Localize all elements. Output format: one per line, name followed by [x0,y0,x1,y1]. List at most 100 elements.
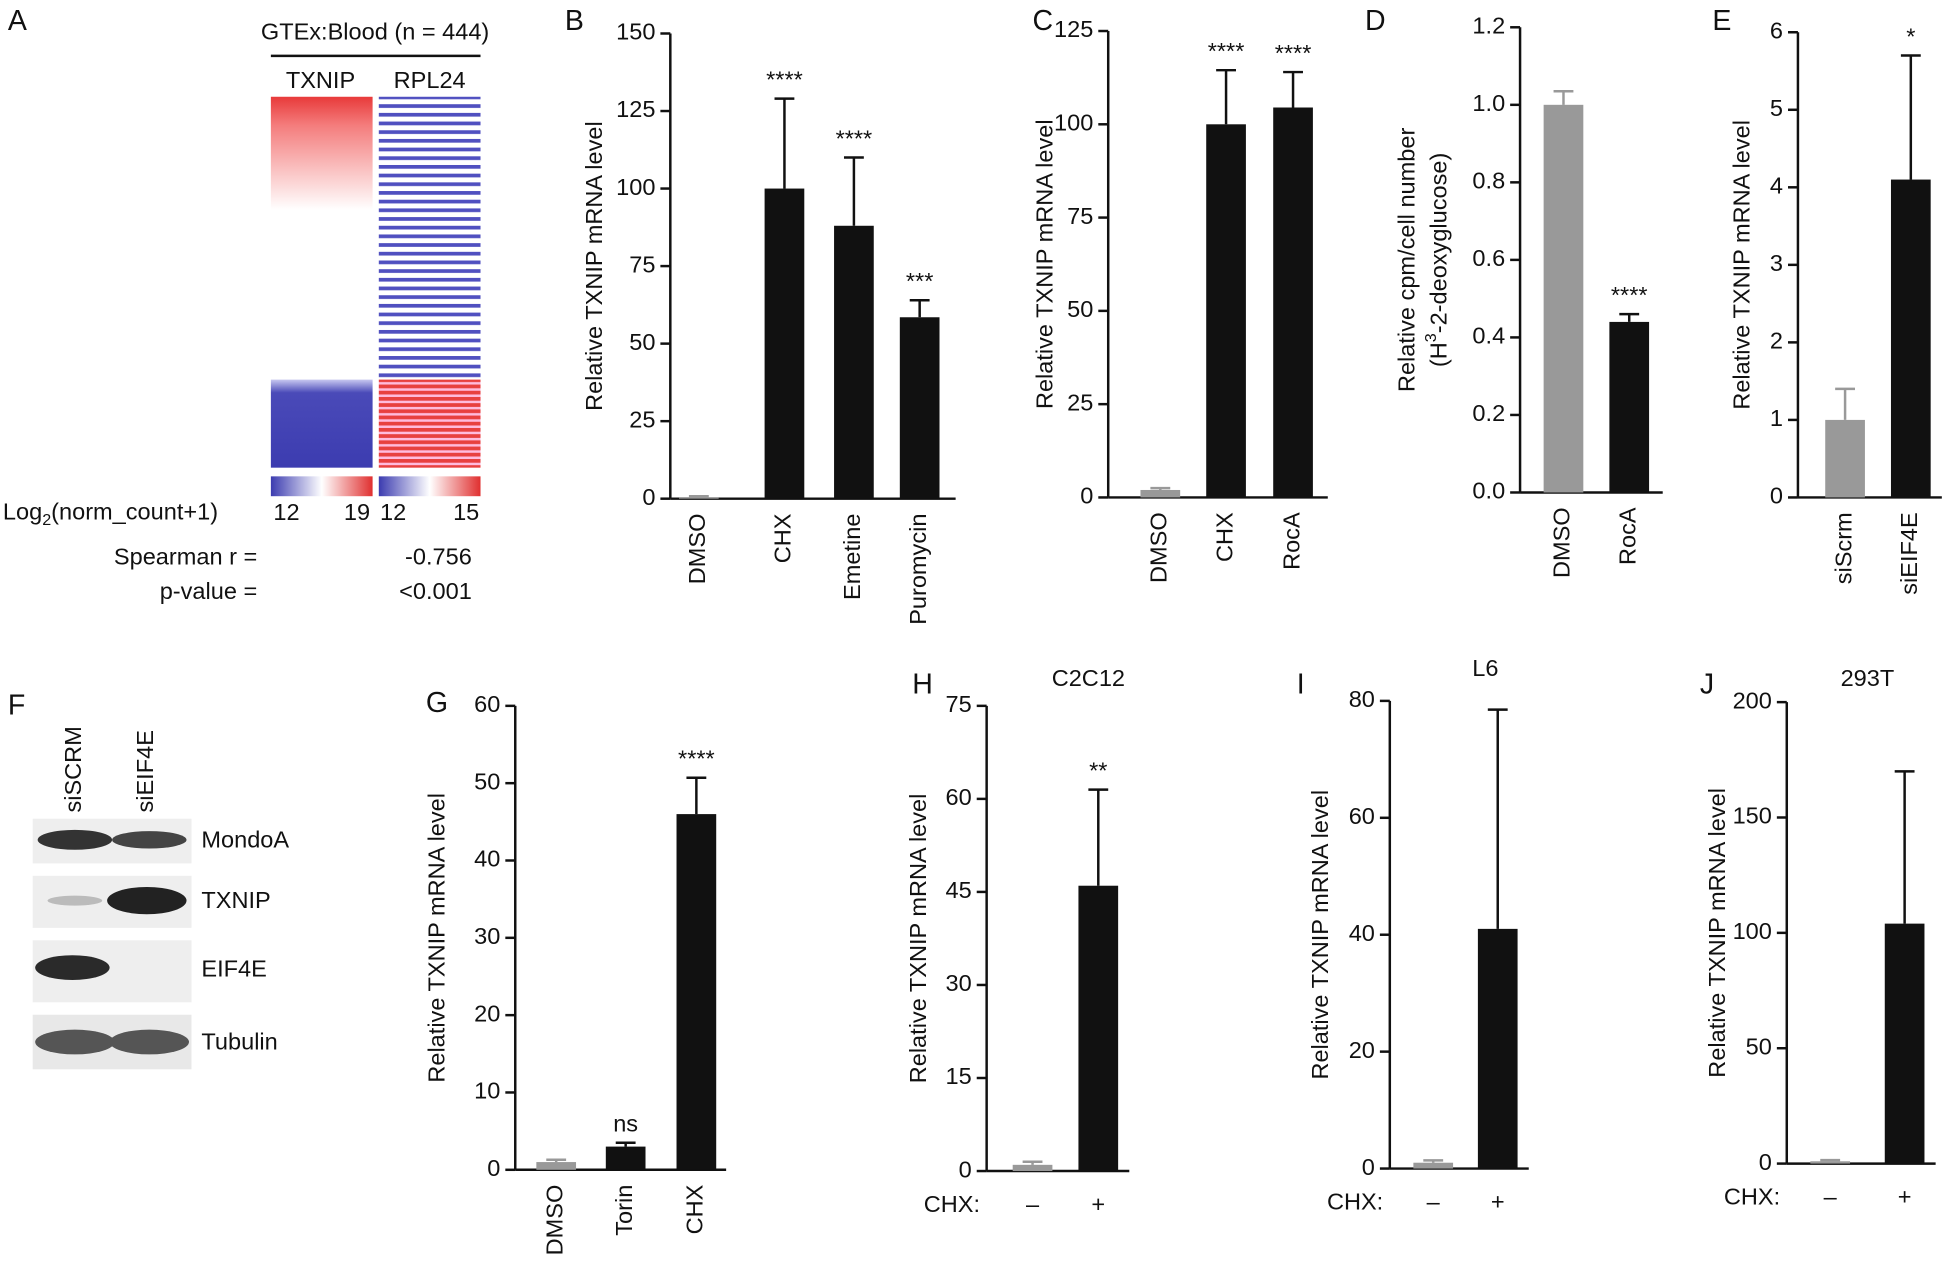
y-tick-label: 150 [616,19,655,45]
error-bar [1894,770,1915,924]
heatmap-column [378,96,481,380]
bar [679,497,719,499]
x-tick-label: DMSO [1146,512,1172,583]
chart-title: L6 [1472,655,1498,681]
y-tick-label: 0 [487,1155,500,1181]
error-bar [1835,387,1855,420]
bar [1206,124,1246,498]
significance: * [1906,23,1915,49]
stat-value: <0.001 [399,578,472,604]
y-tick-label: 1.0 [1472,90,1505,116]
band [37,829,113,850]
band [35,955,110,980]
y-tick-label: 100 [1054,110,1093,136]
y-tick-label: 75 [629,251,655,277]
x-prefix: CHX: [1327,1189,1383,1215]
y-tick-label: 6 [1770,17,1783,43]
y-tick-label: 75 [946,691,972,717]
x-prefix: CHX: [924,1191,980,1217]
y-tick-label: 15 [946,1063,972,1089]
bar [764,188,805,499]
y-tick-label: 2 [1770,328,1783,354]
panel-label: G [426,687,448,719]
y-tick-label: 40 [1349,920,1375,946]
panel-label: B [565,5,584,37]
y-axis-label: Relative TXNIP mRNA level [581,121,607,411]
x-tick-label: siEIF4E [1896,512,1922,594]
panel-a: A GTEx:Blood (n = 444) TXNIP RPL24 Log2(… [3,5,489,604]
x-tick-label: – [1026,1191,1040,1217]
error-bar [1150,486,1171,490]
chart-title: 293T [1841,665,1895,691]
scale-tick: 12 [273,499,299,525]
scale-label: Log2(norm_count+1) [3,499,218,529]
gene-label: TXNIP [286,67,355,93]
x-tick-label: CHX [770,513,796,563]
error-bar [1088,788,1109,886]
significance: ns [613,1111,638,1137]
y-tick-label: 0.2 [1472,400,1505,426]
stat-label: p-value = [160,578,258,604]
error-bar [1423,1159,1444,1163]
bar [1825,419,1865,498]
y-axis-label: Relative TXNIP mRNA level [1729,120,1755,410]
error-bar [1619,312,1640,322]
x-tick-label: + [1091,1191,1105,1217]
y-tick-label: 0 [642,484,655,510]
protein-label: TXNIP [201,887,270,913]
error-bar [1553,90,1574,105]
y-tick-label: 100 [616,174,655,200]
significance: **** [1275,40,1312,66]
x-prefix: CHX: [1724,1184,1780,1210]
bar [536,1162,577,1170]
y-tick-label: 80 [1349,686,1375,712]
y-axis-label-part: 3 [1422,333,1440,342]
y-tick-label: 25 [629,406,655,432]
scale-tick: 15 [453,499,479,525]
y-axis-label: Relative TXNIP mRNA level [424,793,450,1083]
panel-label: I [1297,669,1305,701]
y-tick-label: 50 [474,768,500,794]
x-tick-label: DMSO [1549,507,1575,578]
bar [1140,489,1181,498]
bar [1273,107,1313,498]
bar [1543,104,1584,493]
protein-label: MondoA [201,826,289,852]
bar [1890,179,1931,498]
bar [1477,928,1518,1169]
heatmap-column [378,379,481,468]
y-axis-label-part: (H [1426,342,1452,367]
y-tick-label: 0 [959,1156,972,1182]
x-tick-label: RocA [1614,507,1640,565]
y-tick-label: 50 [1067,296,1093,322]
y-axis-label-part: -2-deoxyglucose) [1426,153,1452,334]
panel-f: F siSCRM siEIF4E MondoA TXNIP EIF4E Tubu… [8,690,289,1070]
x-tick-label: CHX [1211,512,1237,562]
error-bar [1216,68,1236,125]
y-tick-label: 200 [1733,687,1772,713]
y-tick-label: 5 [1770,95,1783,121]
x-tick-label: + [1491,1189,1505,1215]
y-tick-label: 0.8 [1472,168,1505,194]
chart-title: C2C12 [1052,665,1125,691]
y-tick-label: 0.4 [1472,323,1505,349]
error-bar [909,298,930,318]
y-tick-label: 0 [1080,483,1093,509]
heatmap-column [270,96,373,380]
bar [1413,1162,1454,1169]
error-bar [1487,708,1508,929]
x-tick-label: Emetine [839,514,865,600]
x-tick-label: CHX [682,1184,708,1234]
band [35,1029,115,1055]
band [109,1029,189,1055]
panel-label: J [1700,669,1714,701]
error-bar [843,156,864,226]
error-bar [688,494,709,498]
panel-label: A [8,5,27,37]
error-bar [615,1141,636,1147]
scale-tick: 12 [380,499,406,525]
y-tick-label: 125 [616,96,655,122]
panel-label: C [1033,5,1054,37]
color-bar [378,476,481,497]
